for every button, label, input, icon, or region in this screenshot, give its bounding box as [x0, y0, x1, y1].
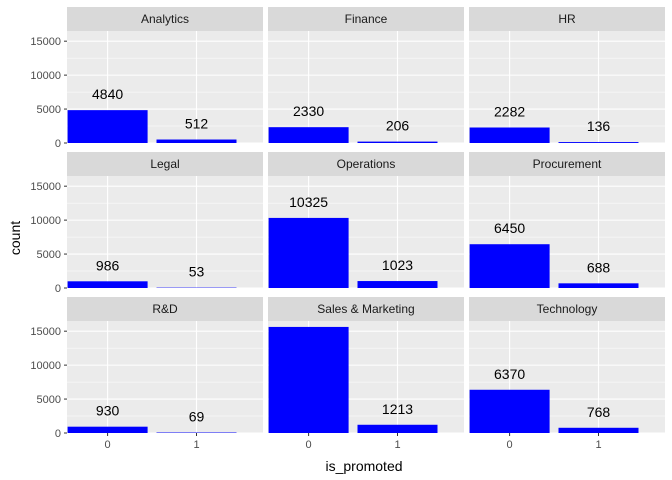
facet-title-legal: Legal — [150, 157, 179, 171]
bar-procurement-0 — [469, 244, 550, 288]
facet-title-randd: R&D — [152, 302, 178, 316]
data-label-analytics-1: 512 — [185, 116, 209, 132]
y-tick-label: 0 — [55, 283, 61, 295]
bar-hr-0 — [469, 127, 550, 143]
facet-panel-hr — [469, 31, 665, 143]
data-label-technology-1: 768 — [587, 404, 611, 420]
bar-sales-and-marketing-0 — [268, 326, 349, 433]
bar-finance-1 — [357, 141, 438, 143]
bar-technology-0 — [469, 389, 550, 433]
x-tick-label: 0 — [507, 439, 513, 451]
data-label-procurement-1: 688 — [587, 259, 611, 275]
bar-procurement-1 — [558, 283, 639, 288]
data-label-randd-0: 930 — [96, 403, 120, 419]
facet-strip-analytics — [67, 7, 263, 31]
x-axis-title: is_promoted — [325, 458, 402, 474]
data-label-analytics-0: 4840 — [92, 86, 123, 102]
facet-strip-operations — [268, 152, 464, 176]
facet-strip-legal — [67, 152, 263, 176]
data-label-hr-1: 136 — [587, 118, 611, 134]
y-tick-label: 5000 — [37, 104, 61, 116]
y-tick-label: 0 — [55, 138, 61, 150]
y-tick-label: 5000 — [37, 394, 61, 406]
data-label-procurement-0: 6450 — [494, 220, 525, 236]
y-tick-label: 5000 — [37, 249, 61, 261]
data-label-hr-0: 2282 — [494, 104, 525, 120]
facet-strip-technology — [469, 297, 665, 321]
bar-finance-0 — [268, 127, 349, 143]
bar-hr-1 — [558, 142, 639, 143]
y-tick-label: 10000 — [30, 215, 61, 227]
x-tick-label: 1 — [193, 439, 199, 451]
y-tick-label: 15000 — [30, 326, 61, 338]
y-tick-label: 10000 — [30, 360, 61, 372]
y-tick-label: 15000 — [30, 181, 61, 193]
facet-strip-sales-and-marketing — [268, 297, 464, 321]
facet-strip-hr — [469, 7, 665, 31]
facet-title-hr: HR — [558, 12, 576, 26]
data-label-operations-0: 10325 — [289, 194, 328, 210]
facet-title-technology: Technology — [537, 302, 598, 316]
x-tick-label: 1 — [595, 439, 601, 451]
bar-operations-0 — [268, 217, 349, 288]
bar-analytics-1 — [156, 139, 237, 143]
y-tick-label: 0 — [55, 428, 61, 440]
facet-title-operations: Operations — [337, 157, 396, 171]
facet-strip-procurement — [469, 152, 665, 176]
bar-analytics-0 — [67, 110, 148, 143]
y-tick-label: 15000 — [30, 36, 61, 48]
facet-title-analytics: Analytics — [141, 12, 189, 26]
facet-title-sales-and-marketing: Sales & Marketing — [317, 302, 414, 316]
facet-title-finance: Finance — [345, 12, 388, 26]
data-label-technology-0: 6370 — [494, 366, 525, 382]
data-label-operations-1: 1023 — [382, 257, 413, 273]
x-tick-label: 0 — [105, 439, 111, 451]
data-label-finance-1: 206 — [386, 118, 410, 134]
facet-panel-finance — [268, 31, 464, 143]
bar-sales-and-marketing-1 — [357, 424, 438, 433]
facet-panel-legal — [67, 176, 263, 288]
bar-randd-0 — [67, 426, 148, 433]
x-tick-label: 1 — [394, 439, 400, 451]
data-label-legal-1: 53 — [189, 264, 205, 280]
data-label-sales-and-marketing-1: 1213 — [382, 401, 413, 417]
y-axis-title: count — [7, 221, 23, 255]
data-label-randd-1: 69 — [189, 409, 205, 425]
bar-operations-1 — [357, 281, 438, 288]
x-tick-label: 0 — [306, 439, 312, 451]
data-label-legal-0: 986 — [96, 257, 120, 273]
facet-title-procurement: Procurement — [533, 157, 602, 171]
y-tick-label: 10000 — [30, 70, 61, 82]
data-label-finance-0: 2330 — [293, 103, 324, 119]
facet-strip-finance — [268, 7, 464, 31]
bar-legal-0 — [67, 281, 148, 288]
facet-strip-randd — [67, 297, 263, 321]
bar-technology-1 — [558, 427, 639, 433]
facet-panel-randd — [67, 321, 263, 433]
